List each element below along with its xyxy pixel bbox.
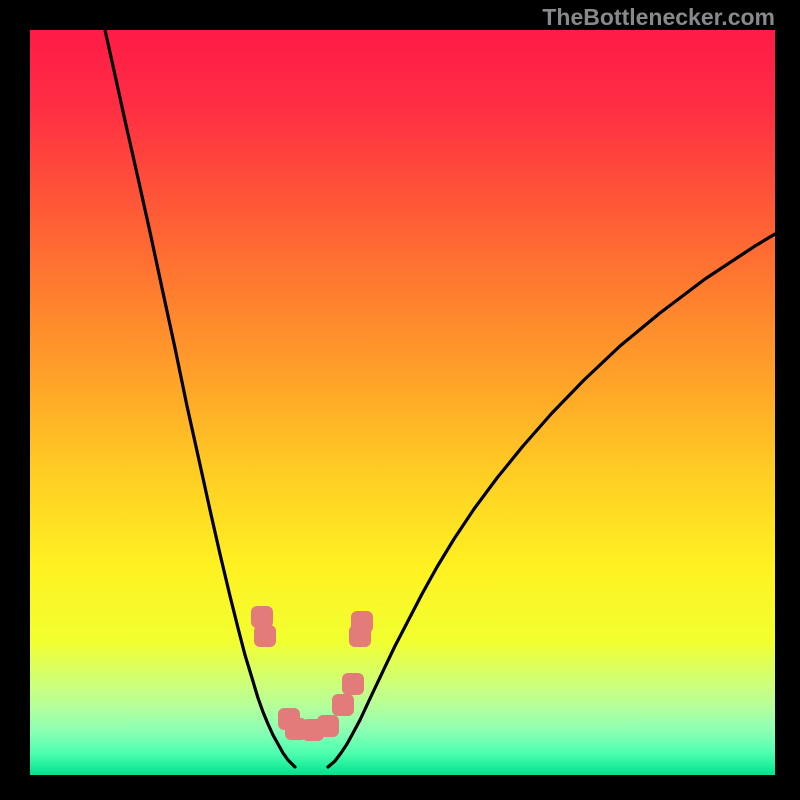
curve-right [328,234,775,767]
marker-point [254,625,276,647]
plot-area [30,30,775,775]
watermark-text: TheBottlenecker.com [542,4,775,31]
curves-layer [30,30,775,775]
marker-point [317,715,339,737]
chart-root: TheBottlenecker.com [0,0,800,800]
marker-point [351,611,373,633]
marker-point [332,694,354,716]
marker-point [342,673,364,695]
curve-left [105,30,295,767]
